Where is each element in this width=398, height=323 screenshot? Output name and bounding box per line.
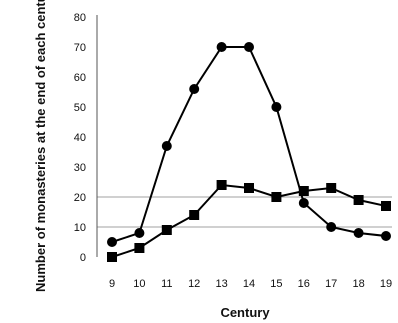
y-tick-label-40: 40 [74,132,86,144]
circle-point-13 [216,42,227,52]
x-tick-label-11: 11 [161,278,172,290]
series-group [107,42,391,262]
circle-point-11 [161,141,172,151]
circle-point-9 [107,237,117,247]
x-tick-label-13: 13 [215,278,227,290]
circle-point-17 [326,222,337,232]
circle-point-10 [134,228,145,238]
series-1-circle [107,42,391,247]
circle-point-19 [381,231,391,241]
square-point-11 [161,225,172,235]
circle-point-12 [189,84,200,94]
square-point-17 [326,183,337,193]
y-tick-label-50: 50 [74,102,86,114]
x-axis-title: Century [220,305,270,320]
x-tick-label-10: 10 [133,278,145,290]
x-tick-label-16: 16 [298,278,310,290]
square-point-9 [107,252,117,262]
series-2-square [107,180,391,262]
square-point-12 [189,210,200,220]
x-tick-label-18: 18 [352,278,364,290]
x-tick-label-17: 17 [325,278,337,290]
square-point-19 [381,201,391,211]
square-point-15 [271,192,282,202]
square-point-18 [353,195,364,205]
series-2-line [111,183,387,258]
circle-point-18 [353,228,364,238]
square-point-10 [134,243,145,253]
circle-point-16 [298,198,309,208]
x-tick-labels: 9 10 11 12 13 14 15 16 17 18 19 [109,278,392,290]
y-tick-label-70: 70 [74,42,86,54]
y-axis-title: Number of monasteries at the end of each… [33,0,48,292]
y-tick-label-80: 80 [74,12,86,24]
square-point-16 [298,186,309,196]
y-tick-label-20: 20 [74,192,86,204]
x-tick-label-12: 12 [188,278,200,290]
y-tick-label-10: 10 [74,222,86,234]
y-tick-label-0: 0 [80,252,86,264]
circle-point-15 [271,102,282,112]
y-tick-labels: 0 10 20 30 40 50 60 70 80 [74,12,86,264]
square-point-14 [244,183,254,193]
y-tick-label-60: 60 [74,72,86,84]
series-1-line [111,46,387,243]
x-tick-label-9: 9 [109,278,115,290]
y-tick-label-30: 30 [74,162,86,174]
gridlines [97,196,392,228]
square-point-13 [216,180,227,190]
x-tick-label-15: 15 [270,278,282,290]
x-tick-label-14: 14 [243,278,255,290]
x-tick-label-19: 19 [380,278,392,290]
circle-point-14 [244,42,254,52]
